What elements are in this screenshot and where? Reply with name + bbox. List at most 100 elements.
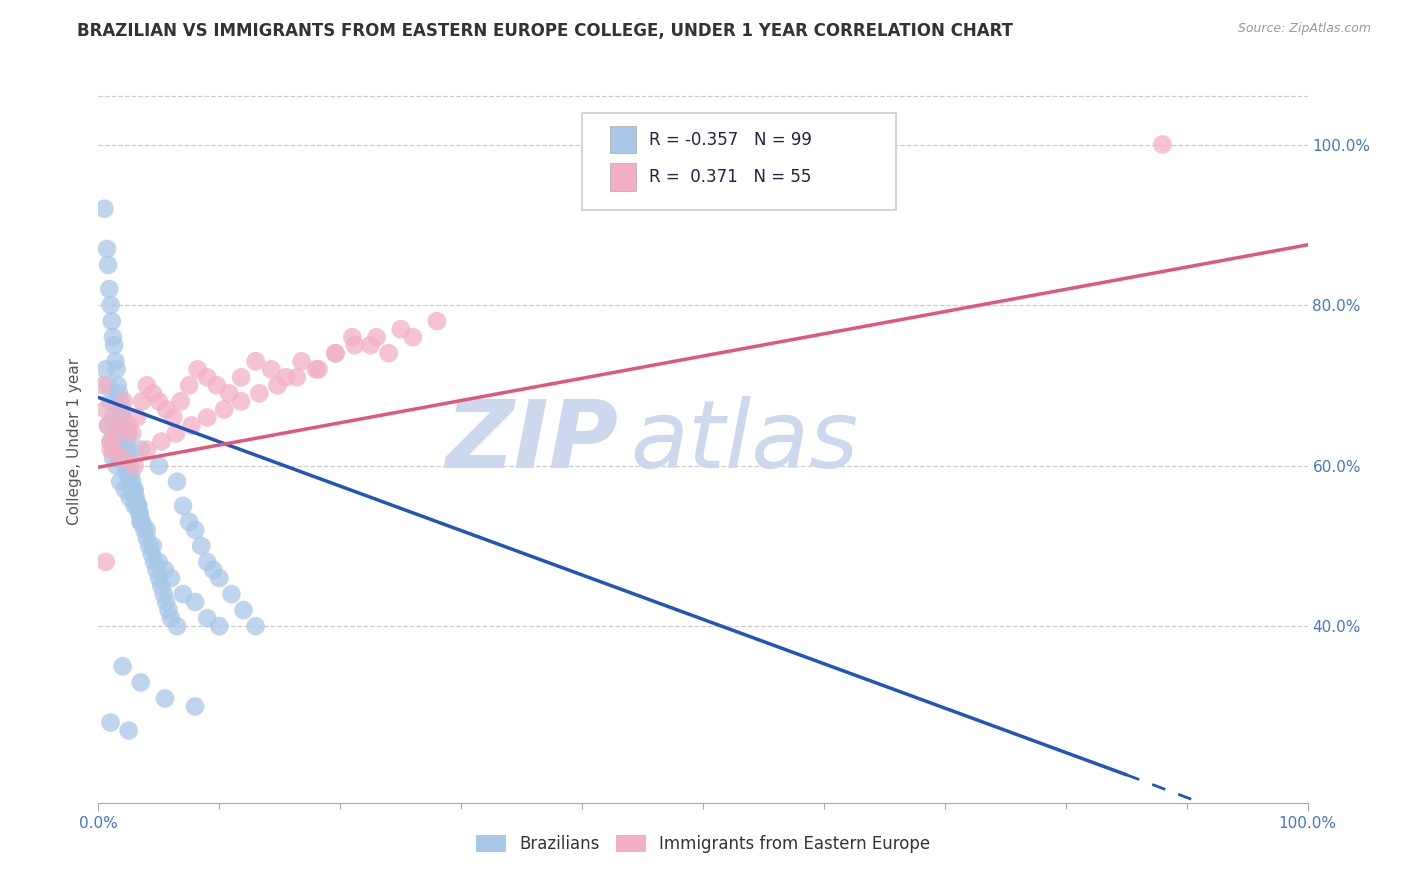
Point — [94, 402, 117, 417]
Point — [184, 699, 207, 714]
Point — [232, 603, 254, 617]
Point — [124, 491, 146, 505]
Point — [94, 362, 117, 376]
Point — [127, 499, 149, 513]
Point — [108, 386, 131, 401]
Text: ZIP: ZIP — [446, 395, 619, 488]
Point — [129, 442, 152, 457]
Point — [122, 483, 145, 497]
Text: BRAZILIAN VS IMMIGRANTS FROM EASTERN EUROPE COLLEGE, UNDER 1 YEAR CORRELATION CH: BRAZILIAN VS IMMIGRANTS FROM EASTERN EUR… — [77, 22, 1014, 40]
Point — [124, 458, 146, 473]
Point — [118, 458, 141, 473]
Point — [135, 523, 157, 537]
Point — [426, 314, 449, 328]
Point — [366, 330, 388, 344]
Point — [179, 378, 201, 392]
Point — [187, 362, 209, 376]
Point — [93, 202, 115, 216]
Point — [101, 442, 124, 457]
Point — [127, 499, 149, 513]
Point — [131, 515, 153, 529]
Point — [100, 434, 122, 449]
Legend: Brazilians, Immigrants from Eastern Europe: Brazilians, Immigrants from Eastern Euro… — [470, 828, 936, 860]
Point — [166, 619, 188, 633]
Point — [162, 410, 184, 425]
Text: atlas: atlas — [630, 396, 859, 487]
Point — [97, 418, 120, 433]
Point — [148, 555, 170, 569]
Point — [129, 675, 152, 690]
Point — [105, 362, 128, 376]
Point — [229, 370, 252, 384]
Point — [100, 314, 122, 328]
Point — [118, 450, 141, 465]
Point — [127, 410, 149, 425]
Point — [184, 595, 207, 609]
Point — [180, 418, 202, 433]
Point — [205, 378, 228, 392]
Point — [96, 242, 118, 256]
Point — [135, 442, 157, 457]
Point — [247, 386, 270, 401]
Point — [179, 515, 201, 529]
Point — [101, 330, 124, 344]
Point — [111, 450, 134, 465]
Point — [118, 418, 141, 433]
Point — [150, 434, 173, 449]
Point — [111, 410, 134, 425]
Point — [157, 603, 180, 617]
Point — [100, 394, 122, 409]
Point — [107, 434, 129, 449]
Text: R = -0.357   N = 99: R = -0.357 N = 99 — [648, 130, 811, 149]
Point — [229, 394, 252, 409]
Point — [108, 394, 131, 409]
Point — [104, 418, 127, 433]
Point — [195, 410, 218, 425]
Point — [129, 515, 152, 529]
Point — [125, 491, 148, 505]
Point — [114, 426, 136, 441]
Point — [134, 523, 156, 537]
Point — [160, 611, 183, 625]
Point — [114, 458, 136, 473]
Point — [325, 346, 347, 360]
FancyBboxPatch shape — [582, 112, 897, 211]
Point — [1152, 137, 1174, 152]
Point — [377, 346, 399, 360]
Point — [172, 587, 194, 601]
Point — [285, 370, 308, 384]
Point — [94, 555, 117, 569]
Point — [152, 587, 174, 601]
Point — [218, 386, 240, 401]
Point — [101, 450, 124, 465]
Point — [115, 434, 138, 449]
Point — [266, 378, 288, 392]
Point — [169, 394, 191, 409]
Point — [260, 362, 283, 376]
Point — [155, 595, 177, 609]
Point — [108, 442, 131, 457]
Point — [111, 410, 134, 425]
Y-axis label: College, Under 1 year: College, Under 1 year — [67, 358, 83, 525]
Point — [91, 378, 114, 392]
Point — [142, 539, 165, 553]
Bar — [610, 163, 637, 191]
Point — [221, 587, 243, 601]
Point — [245, 354, 267, 368]
Point — [118, 723, 141, 738]
Point — [112, 418, 135, 433]
Point — [108, 475, 131, 489]
Point — [114, 483, 136, 497]
Point — [208, 619, 231, 633]
Point — [290, 354, 312, 368]
Point — [195, 555, 218, 569]
Point — [111, 450, 134, 465]
Point — [101, 410, 124, 425]
Text: R =  0.371   N = 55: R = 0.371 N = 55 — [648, 168, 811, 186]
Point — [97, 378, 120, 392]
Point — [208, 571, 231, 585]
Point — [143, 555, 166, 569]
Point — [305, 362, 328, 376]
Point — [104, 394, 127, 409]
Point — [148, 458, 170, 473]
